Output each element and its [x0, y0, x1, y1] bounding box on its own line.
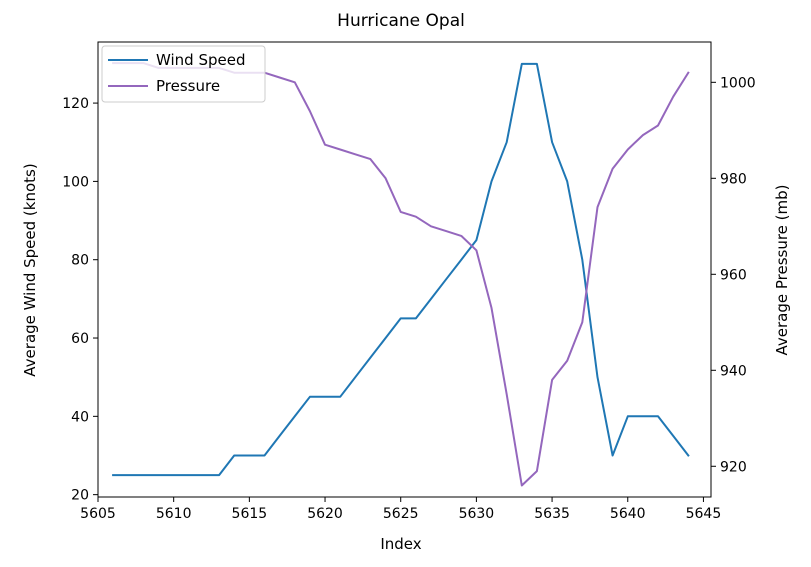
- x-tick-label: 5625: [383, 506, 419, 522]
- x-tick-label: 5615: [232, 506, 268, 522]
- left-y-tick-label: 100: [62, 174, 89, 190]
- chart-title: Hurricane Opal: [337, 11, 465, 31]
- legend: Wind Speed Pressure: [101, 45, 266, 103]
- left-y-tick-label: 120: [62, 96, 89, 112]
- x-tick-label: 5605: [80, 506, 116, 522]
- legend-label-pressure: Pressure: [156, 77, 220, 95]
- left-y-tick-label: 80: [71, 253, 89, 269]
- right-y-axis-title: Average Pressure (mb): [773, 184, 791, 355]
- series-lines: [112, 62, 690, 487]
- x-tick-label: 5630: [459, 506, 495, 522]
- left-y-tick-label: 40: [71, 409, 89, 425]
- left-y-tick-label: 20: [71, 488, 89, 504]
- right-y-axis: 920 940 960 980 1000: [711, 75, 756, 475]
- series-line-pressure: [112, 62, 690, 487]
- right-y-tick-label: 1000: [720, 75, 756, 91]
- x-tick-label: 5635: [534, 506, 570, 522]
- x-tick-label: 5610: [156, 506, 192, 522]
- legend-label-wind-speed: Wind Speed: [156, 51, 246, 69]
- x-axis-title: Index: [380, 535, 421, 553]
- x-tick-label: 5620: [307, 506, 343, 522]
- left-y-axis-title: Average Wind Speed (knots): [21, 163, 39, 376]
- right-y-tick-label: 920: [720, 459, 747, 475]
- series-line-wind-speed: [112, 62, 690, 477]
- x-axis: 5605 5610 5615 5620 5625 5630 5635 5640 5645: [80, 497, 721, 522]
- x-tick-label: 5640: [610, 506, 646, 522]
- right-y-tick-label: 960: [720, 267, 747, 283]
- right-y-tick-label: 980: [720, 171, 747, 187]
- right-y-tick-label: 940: [720, 363, 747, 379]
- left-y-tick-label: 60: [71, 331, 89, 347]
- plot-frame: [97, 41, 712, 498]
- left-y-axis: 20 40 60 80 100 120: [62, 96, 98, 504]
- x-tick-label: 5645: [686, 506, 722, 522]
